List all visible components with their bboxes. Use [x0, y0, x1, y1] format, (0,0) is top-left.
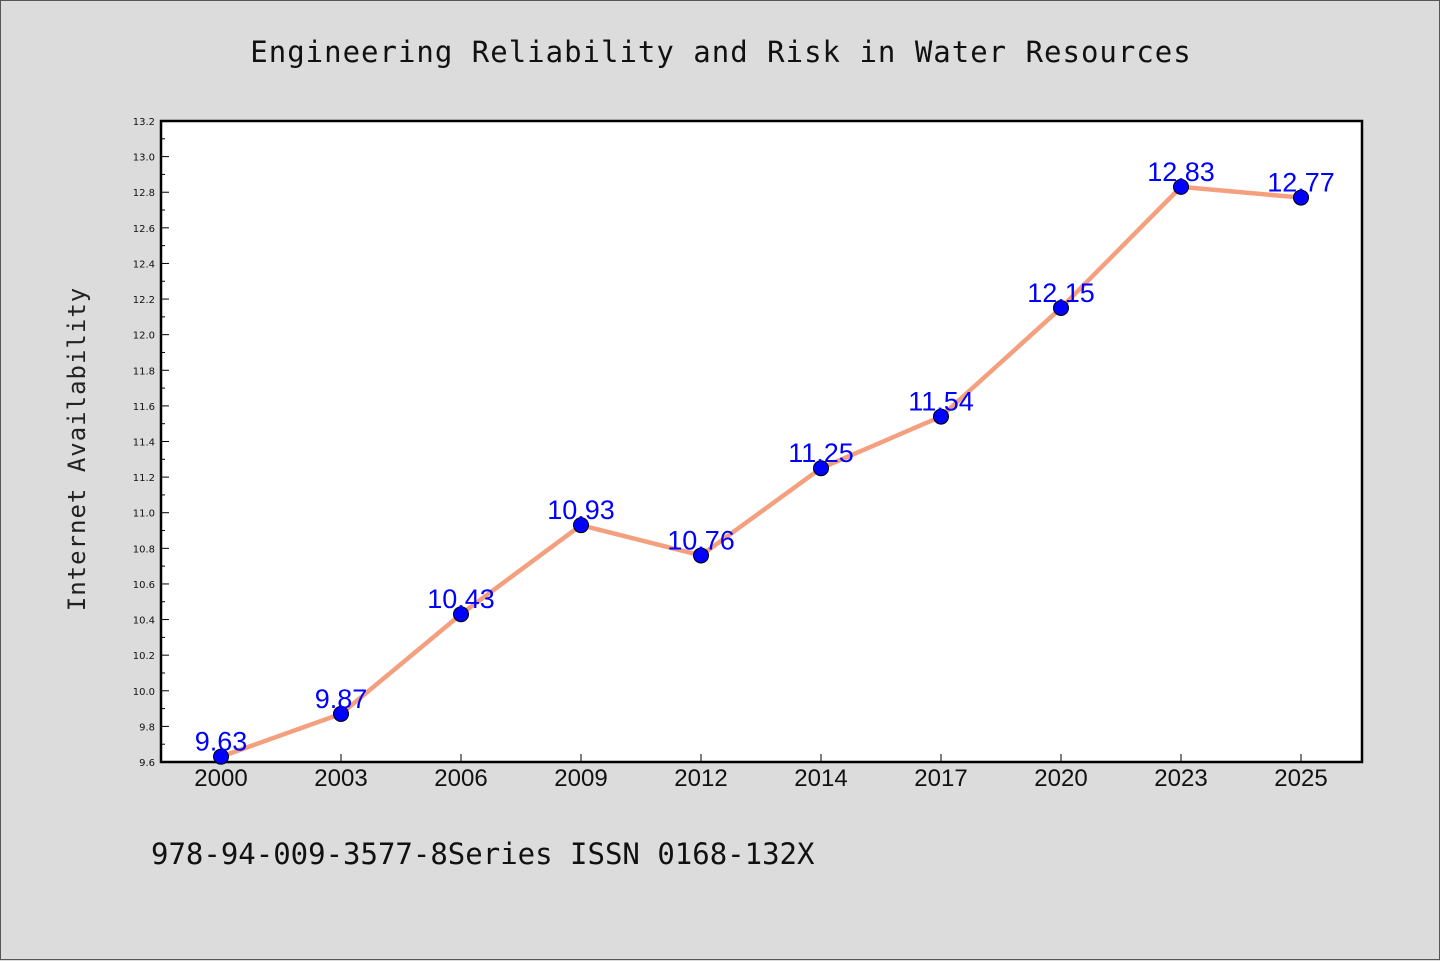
y-tick-label: 10.8: [133, 544, 155, 555]
y-tick-label: 9.8: [139, 722, 155, 733]
x-tick-label: 2017: [914, 765, 967, 792]
data-label: 9.87: [315, 684, 368, 714]
data-label: 10.76: [667, 525, 735, 555]
y-tick-label: 12.6: [133, 224, 155, 235]
data-label: 9.63: [195, 727, 248, 757]
y-tick-label: 11.4: [133, 438, 155, 449]
plot-area: [159, 119, 1364, 764]
y-tick-label: 12.4: [133, 259, 155, 270]
x-tick-label: 2014: [794, 765, 847, 792]
series-line: [218, 184, 1304, 759]
x-tick-label: 2012: [674, 765, 727, 792]
x-tick-label: 2023: [1154, 765, 1207, 792]
data-point: [1173, 178, 1189, 195]
footer-note: 978-94-009-3577-8Series ISSN 0168-132X: [151, 837, 815, 871]
x-tick-label: 2025: [1274, 765, 1327, 792]
y-tick-label: 9.6: [139, 758, 155, 769]
data-point: [693, 547, 709, 564]
x-tick-label: 2006: [434, 765, 487, 792]
y-tick-label: 13.2: [133, 117, 155, 128]
y-tick-label: 12.2: [133, 295, 155, 306]
data-label: 12.15: [1027, 278, 1095, 308]
data-point: [933, 408, 949, 425]
x-tick-label: 2020: [1034, 765, 1087, 792]
y-axis: 9.6 9.8 10.0 10.2 10.4 10.6 10.8 11.0 11.2 11.4 11…: [133, 117, 169, 769]
data-label: 11.25: [788, 438, 854, 468]
y-tick-label: 10.4: [133, 616, 155, 627]
y-tick-label: 10.2: [133, 651, 155, 662]
y-tick-label: 12.8: [133, 188, 155, 199]
y-tick-label: 10.0: [133, 687, 155, 698]
x-tick-label: 2000: [194, 765, 247, 792]
data-point: [453, 606, 469, 623]
x-axis: 2000 2003 2006 2009 2012 2014 2017 2020 2023 2025: [194, 754, 1328, 792]
x-tick-label: 2009: [554, 765, 607, 792]
y-tick-label: 10.6: [133, 580, 155, 591]
y-tick-label: 12.0: [133, 331, 155, 342]
series-group: 9.63 9.87 10.43 10.93 10.76 11.25 11.54 12.15 12…: [195, 157, 1335, 765]
y-tick-label: 13.0: [133, 153, 155, 164]
data-point: [813, 460, 829, 477]
y-tick-label: 11.0: [133, 509, 155, 520]
data-label: 11.54: [908, 387, 974, 417]
y-tick-label: 11.6: [133, 402, 155, 413]
data-point: [333, 705, 349, 722]
data-label: 12.77: [1267, 168, 1335, 198]
x-tick-label: 2003: [314, 765, 367, 792]
chart-title: Engineering Reliability and Risk in Wate…: [250, 35, 1192, 69]
data-point: [1053, 299, 1069, 316]
data-point: [573, 517, 589, 534]
data-label: 12.83: [1147, 157, 1215, 187]
data-point: [1293, 189, 1309, 206]
data-point: [213, 748, 229, 765]
y-tick-label: 11.8: [133, 366, 155, 377]
data-label: 10.43: [427, 584, 495, 614]
data-label: 10.93: [547, 495, 615, 525]
y-tick-label: 11.2: [133, 473, 155, 484]
